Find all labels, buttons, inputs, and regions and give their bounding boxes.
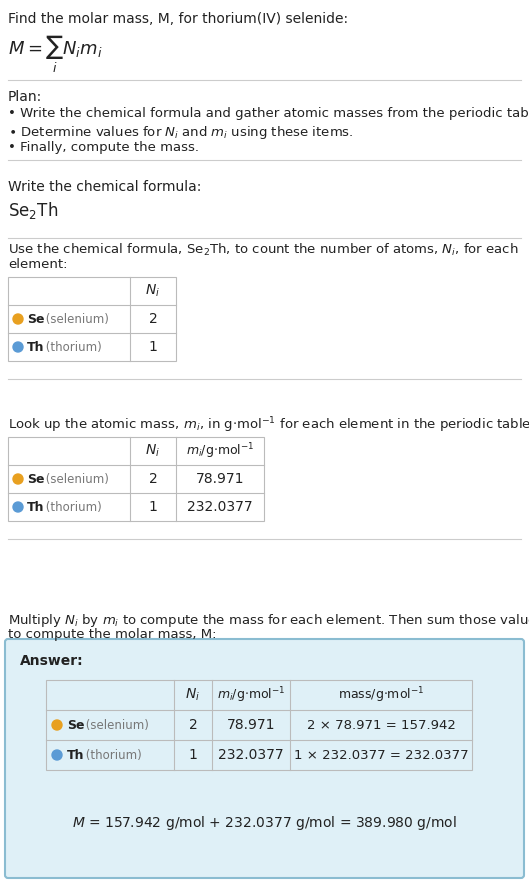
Text: (thorium): (thorium) <box>82 749 142 761</box>
Text: 2: 2 <box>189 718 197 732</box>
Text: Th: Th <box>67 749 85 761</box>
Text: 2: 2 <box>149 472 157 486</box>
Text: $m_i$/g$\cdot$mol$^{-1}$: $m_i$/g$\cdot$mol$^{-1}$ <box>186 441 254 461</box>
Text: $N_i$: $N_i$ <box>145 282 160 299</box>
Text: 78.971: 78.971 <box>227 718 275 732</box>
Text: 2 × 78.971 = 157.942: 2 × 78.971 = 157.942 <box>307 718 455 731</box>
Circle shape <box>13 342 23 352</box>
Text: 1: 1 <box>188 748 197 762</box>
Text: (selenium): (selenium) <box>82 718 149 731</box>
Text: Look up the atomic mass, $m_i$, in g$\cdot$mol$^{-1}$ for each element in the pe: Look up the atomic mass, $m_i$, in g$\cd… <box>8 415 529 435</box>
Text: mass/g$\cdot$mol$^{-1}$: mass/g$\cdot$mol$^{-1}$ <box>338 686 424 705</box>
Text: Th: Th <box>27 501 44 514</box>
Text: Multiply $N_i$ by $m_i$ to compute the mass for each element. Then sum those val: Multiply $N_i$ by $m_i$ to compute the m… <box>8 612 529 629</box>
Text: 1 × 232.0377 = 232.0377: 1 × 232.0377 = 232.0377 <box>294 749 468 761</box>
Text: 232.0377: 232.0377 <box>187 500 253 514</box>
Text: 78.971: 78.971 <box>196 472 244 486</box>
Text: $m_i$/g$\cdot$mol$^{-1}$: $m_i$/g$\cdot$mol$^{-1}$ <box>217 686 285 705</box>
Text: element:: element: <box>8 258 68 271</box>
Text: • Finally, compute the mass.: • Finally, compute the mass. <box>8 141 199 154</box>
Text: Se: Se <box>27 473 44 486</box>
Text: • Write the chemical formula and gather atomic masses from the periodic table.: • Write the chemical formula and gather … <box>8 107 529 120</box>
Text: 1: 1 <box>149 500 158 514</box>
Bar <box>8 277 176 361</box>
Text: $M = \sum_i N_i m_i$: $M = \sum_i N_i m_i$ <box>8 34 103 75</box>
Circle shape <box>52 720 62 730</box>
Text: Write the chemical formula:: Write the chemical formula: <box>8 180 202 194</box>
Text: $N_i$: $N_i$ <box>145 443 160 459</box>
Circle shape <box>13 474 23 484</box>
Text: Plan:: Plan: <box>8 90 42 104</box>
Bar <box>46 680 472 770</box>
Text: $M$ = 157.942 g/mol + 232.0377 g/mol = 389.980 g/mol: $M$ = 157.942 g/mol + 232.0377 g/mol = 3… <box>72 813 457 832</box>
Text: (selenium): (selenium) <box>42 473 109 486</box>
Text: $N_i$: $N_i$ <box>186 686 200 703</box>
Text: to compute the molar mass, M:: to compute the molar mass, M: <box>8 628 216 641</box>
Circle shape <box>52 750 62 760</box>
FancyBboxPatch shape <box>5 639 524 878</box>
Circle shape <box>13 502 23 512</box>
Circle shape <box>13 314 23 324</box>
Text: Th: Th <box>27 341 44 354</box>
Text: Se: Se <box>67 718 85 731</box>
Text: (selenium): (selenium) <box>42 312 109 326</box>
Text: Se$_2$Th: Se$_2$Th <box>8 200 58 221</box>
Text: (thorium): (thorium) <box>42 341 102 354</box>
Text: 1: 1 <box>149 340 158 354</box>
Text: (thorium): (thorium) <box>42 501 102 514</box>
Text: Se: Se <box>27 312 44 326</box>
Text: 232.0377: 232.0377 <box>218 748 284 762</box>
Text: Find the molar mass, M, for thorium(IV) selenide:: Find the molar mass, M, for thorium(IV) … <box>8 12 348 26</box>
Text: Use the chemical formula, Se$_2$Th, to count the number of atoms, $N_i$, for eac: Use the chemical formula, Se$_2$Th, to c… <box>8 242 518 258</box>
Text: $\bullet$ Determine values for $N_i$ and $m_i$ using these items.: $\bullet$ Determine values for $N_i$ and… <box>8 124 353 141</box>
Text: 2: 2 <box>149 312 157 326</box>
Bar <box>8 437 264 521</box>
Text: Answer:: Answer: <box>20 654 84 668</box>
